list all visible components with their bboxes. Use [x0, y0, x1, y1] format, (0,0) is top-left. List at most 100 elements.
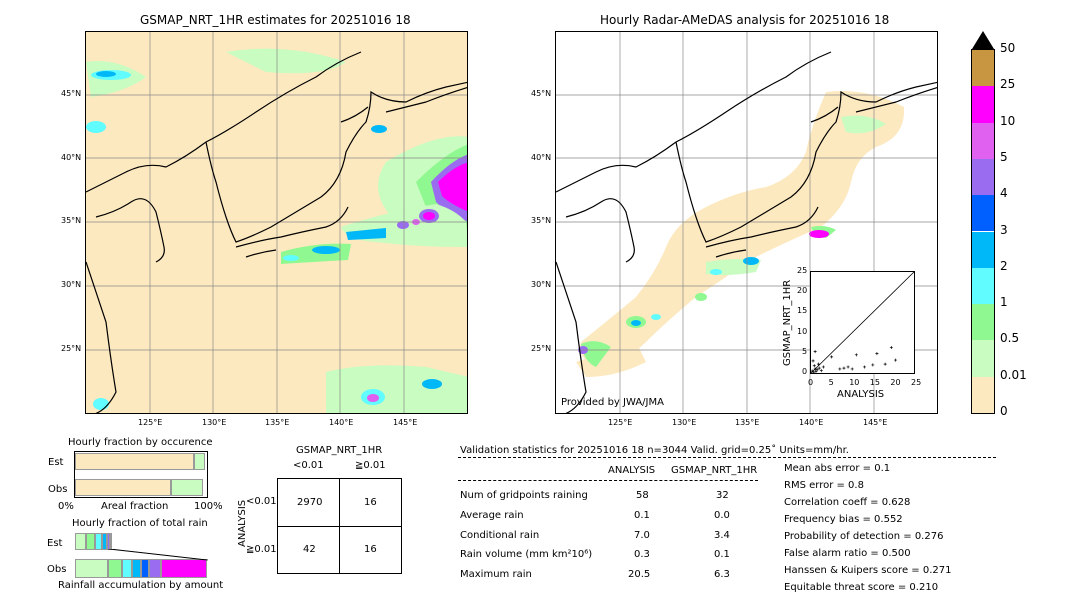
colorbar-segment	[972, 195, 994, 232]
total-rain-obs-segment	[141, 559, 149, 578]
scatter-y-tick: 5	[802, 346, 808, 356]
total-rain-obs-segment	[161, 559, 207, 578]
total-rain-obs-segment	[108, 559, 122, 578]
occurrence-axis-mid: Areal fraction	[101, 501, 169, 512]
right-lon-125: 125°E	[608, 418, 633, 427]
total-rain-title: Hourly fraction of total rain	[72, 518, 208, 529]
right-lon-145: 145°E	[863, 418, 888, 427]
scatter-x-tick: 20	[890, 378, 901, 387]
left-map-title: GSMAP_NRT_1HR estimates for 20251016 18	[140, 13, 411, 27]
scatter-x-tick: 10	[849, 378, 860, 387]
scatter-plot-area	[810, 271, 915, 374]
colorbar-segment	[972, 267, 994, 305]
colorbar-segment	[972, 122, 994, 159]
validation-header: Validation statistics for 20251016 18 n=…	[460, 445, 849, 456]
left-lon-125: 125°E	[138, 418, 163, 427]
total-rain-obs-segment	[132, 559, 141, 578]
contingency-cell-11: 16	[364, 544, 377, 555]
gsmap-map-drawing	[86, 32, 467, 413]
right-lat-25: 25°N	[531, 344, 552, 353]
colorbar-label: 5	[1000, 149, 1008, 164]
colorbar-label: 1	[1000, 295, 1008, 310]
total-rain-obs-label: Obs	[47, 564, 67, 575]
total-rain-est-segment	[86, 533, 95, 550]
scatter-point	[893, 358, 897, 362]
stat-g-gridpoints: 32	[716, 490, 729, 501]
scatter-y-tick: 20	[797, 286, 808, 296]
score-pod: Probability of detection = 0.276	[784, 531, 944, 542]
total-rain-est-segment	[95, 533, 102, 550]
stat-g-avg-rain: 0.0	[714, 510, 730, 521]
scatter-point	[813, 350, 817, 354]
data-credit: Provided by JWA/JMA	[561, 397, 664, 408]
validation-col-analysis: ANALYSIS	[608, 465, 656, 476]
scatter-y-tick: 15	[797, 306, 808, 316]
right-lon-135: 135°E	[735, 418, 760, 427]
occurrence-est-label: Est	[48, 457, 64, 468]
contingency-cell-10: 42	[303, 544, 316, 555]
scatter-x-tick: 15	[869, 378, 880, 387]
colorbar-label: 25	[1000, 77, 1016, 92]
scatter-point	[814, 369, 818, 373]
radar-coastline	[556, 51, 937, 413]
scatter-x-tick: 5	[828, 378, 834, 387]
stat-g-volume: 0.1	[714, 549, 730, 560]
scatter-xlabel: ANALYSIS	[837, 389, 885, 400]
scatter-point	[819, 369, 823, 373]
occurrence-obs-dry-bar	[75, 479, 171, 496]
occurrence-obs-wet-bar	[171, 479, 203, 496]
scatter-point	[813, 367, 817, 371]
total-rain-est-segment	[75, 533, 86, 550]
contingency-grid: 2970 16 42 16	[277, 478, 402, 574]
total-rain-connector	[108, 549, 209, 561]
scatter-point	[883, 362, 887, 366]
left-lon-130: 130°E	[202, 418, 227, 427]
scatter-x-tick: 25	[911, 378, 922, 387]
total-rain-est-segment	[107, 533, 110, 550]
scatter-point	[811, 359, 815, 363]
colorbar	[971, 49, 995, 414]
occurrence-title: Hourly fraction by occurence	[68, 437, 213, 448]
scatter-point	[854, 353, 858, 357]
scatter-inset	[810, 271, 915, 374]
left-lat-45: 45°N	[61, 89, 82, 98]
score-rmse: RMS error = 0.8	[784, 480, 864, 491]
left-lat-30: 30°N	[61, 280, 82, 289]
total-rain-obs-segment	[149, 559, 161, 578]
scatter-x-tick: 0	[808, 378, 814, 387]
contingency-row-ge: ≧0.01	[246, 544, 277, 555]
contingency-cell-01: 16	[364, 497, 377, 508]
scatter-point	[816, 362, 820, 366]
stat-label-cond-rain: Conditional rain	[460, 530, 540, 541]
stat-label-volume: Rain volume (mm km²10⁶)	[460, 549, 593, 560]
stat-a-gridpoints: 58	[636, 490, 649, 501]
colorbar-segment	[972, 304, 994, 341]
score-corr: Correlation coeff = 0.628	[784, 497, 911, 508]
validation-table-divider	[458, 480, 758, 481]
gsmap-coastline	[86, 51, 467, 413]
score-bias: Frequency bias = 0.552	[784, 514, 903, 525]
stat-g-cond-rain: 3.4	[714, 530, 730, 541]
stat-a-volume: 0.3	[634, 549, 650, 560]
colorbar-label: 4	[1000, 186, 1008, 201]
colorbar-label: 0.01	[1000, 367, 1027, 382]
scatter-y-tick: 25	[797, 266, 808, 275]
total-rain-xlabel: Rainfall accumulation by amount	[58, 580, 224, 591]
left-lon-135: 135°E	[265, 418, 290, 427]
scatter-point	[863, 365, 867, 369]
scatter-point	[838, 367, 842, 371]
scatter-point	[846, 365, 850, 369]
colorbar-label: 10	[1000, 113, 1016, 128]
validation-col-gsmap: GSMAP_NRT_1HR	[671, 465, 758, 476]
scatter-ylabel: GSMAP_NRT_1HR	[782, 279, 793, 366]
occurrence-est-wet-bar	[194, 453, 205, 470]
colorbar-segment	[972, 376, 994, 413]
colorbar-segment	[972, 158, 994, 196]
scatter-point	[842, 366, 846, 370]
right-lon-130: 130°E	[672, 418, 697, 427]
stat-label-gridpoints: Num of gridpoints raining	[460, 490, 588, 501]
scatter-point	[817, 366, 821, 370]
contingency-cell-00: 2970	[297, 497, 323, 508]
colorbar-extend-arrow	[971, 30, 995, 50]
total-rain-est-segment	[102, 533, 107, 550]
